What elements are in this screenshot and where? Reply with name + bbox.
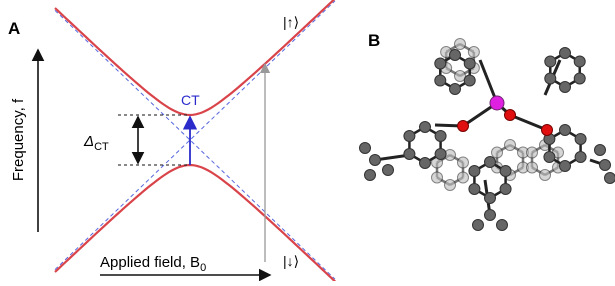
x-axis-label: Applied field, B0 bbox=[100, 254, 206, 274]
atom bbox=[574, 73, 585, 84]
atom bbox=[545, 73, 556, 84]
molecule bbox=[360, 39, 615, 231]
atom bbox=[450, 84, 461, 95]
atom bbox=[575, 134, 586, 145]
panel-label: A bbox=[8, 19, 20, 38]
atom bbox=[575, 152, 586, 163]
panel-label: B bbox=[368, 31, 380, 50]
atom bbox=[365, 170, 376, 181]
atom bbox=[469, 184, 480, 195]
atom bbox=[545, 56, 556, 67]
atom bbox=[497, 220, 508, 231]
atom bbox=[435, 131, 446, 142]
atom bbox=[468, 47, 479, 58]
atom bbox=[445, 180, 456, 191]
atom bbox=[527, 147, 538, 158]
atom bbox=[500, 184, 511, 195]
atom bbox=[450, 50, 461, 61]
atom bbox=[383, 165, 394, 176]
atom bbox=[473, 220, 484, 231]
state-label: |↑⟩ bbox=[283, 14, 299, 30]
atom bbox=[540, 170, 551, 181]
atom bbox=[605, 173, 615, 184]
atom bbox=[574, 56, 585, 67]
atom bbox=[432, 172, 443, 183]
atom bbox=[542, 125, 553, 136]
atom bbox=[492, 147, 503, 158]
atom bbox=[485, 157, 496, 168]
atom bbox=[527, 162, 538, 173]
atom bbox=[435, 75, 446, 86]
atom bbox=[435, 58, 446, 69]
atom bbox=[420, 122, 431, 133]
atom bbox=[464, 58, 475, 69]
state-label: |↓⟩ bbox=[283, 253, 299, 269]
atom bbox=[370, 155, 381, 166]
atom bbox=[595, 145, 606, 156]
atom bbox=[464, 75, 475, 86]
atom bbox=[457, 172, 468, 183]
atom bbox=[490, 96, 504, 110]
atom bbox=[469, 166, 480, 177]
atom bbox=[360, 143, 371, 154]
diabatic-line bbox=[55, 1, 335, 270]
figure: A ΔCT CT |↑⟩ |↓⟩ Frequency, f Applied fi… bbox=[0, 0, 615, 281]
atom bbox=[458, 121, 469, 132]
atom bbox=[404, 131, 415, 142]
panel-a: A ΔCT CT |↑⟩ |↓⟩ Frequency, f Applied fi… bbox=[8, 0, 340, 281]
atom bbox=[404, 149, 415, 160]
gap-label: ΔCT bbox=[83, 133, 109, 153]
ct-label: CT bbox=[181, 92, 200, 108]
panel-b: B bbox=[360, 31, 615, 231]
atom bbox=[544, 152, 555, 163]
atom bbox=[420, 158, 431, 169]
atom bbox=[485, 210, 496, 221]
atom bbox=[505, 110, 516, 121]
y-axis-label: Frequency, f bbox=[10, 98, 27, 181]
atom bbox=[560, 48, 571, 59]
atom bbox=[505, 140, 516, 151]
atom bbox=[455, 39, 466, 50]
atom bbox=[560, 125, 571, 136]
atom bbox=[560, 161, 571, 172]
atom bbox=[560, 82, 571, 93]
atom bbox=[435, 149, 446, 160]
atom bbox=[500, 166, 511, 177]
atom bbox=[600, 160, 611, 171]
atom bbox=[485, 193, 496, 204]
atom bbox=[457, 157, 468, 168]
